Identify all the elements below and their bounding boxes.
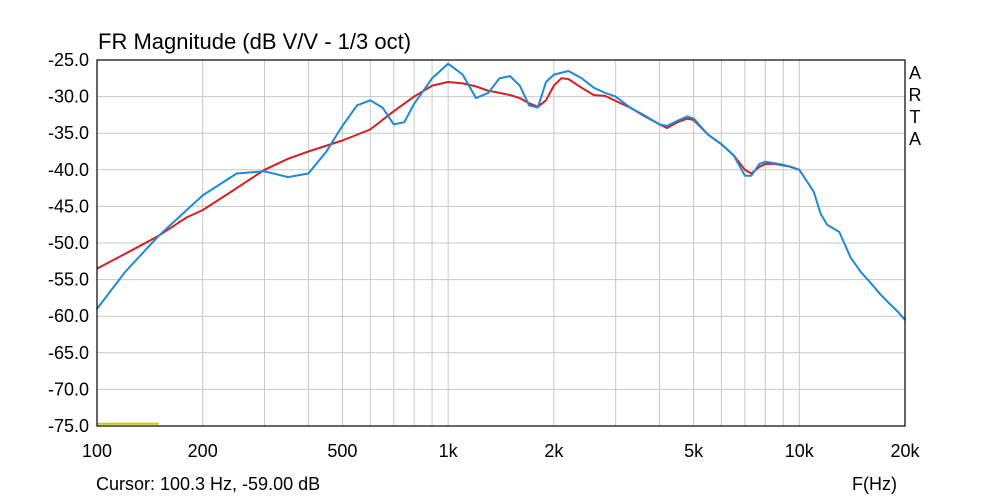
y-tick-label: -45.0 xyxy=(48,196,89,216)
cursor-readout: Cursor: 100.3 Hz, -59.00 dB xyxy=(96,474,320,494)
x-tick-label: 20k xyxy=(890,441,920,461)
x-tick-label: 200 xyxy=(188,441,218,461)
brand-letter: R xyxy=(909,85,922,105)
plot-frame xyxy=(96,59,906,427)
y-tick-label: -70.0 xyxy=(48,379,89,399)
y-axis: -25.0 -30.0 -35.0 -40.0 -45.0 -50.0 -55.0 -60.0… xyxy=(48,50,89,436)
x-axis: 100 200 500 1k 2k 5k 10k 20k xyxy=(82,441,921,461)
y-tick-label: -25.0 xyxy=(48,50,89,70)
grid xyxy=(97,60,905,426)
brand-letter: T xyxy=(910,107,921,127)
y-tick-label: -30.0 xyxy=(48,87,89,107)
y-tick-label: -50.0 xyxy=(48,233,89,253)
x-tick-label: 1k xyxy=(439,441,459,461)
y-tick-label: -40.0 xyxy=(48,160,89,180)
x-axis-label: F(Hz) xyxy=(852,474,897,494)
y-tick-label: -35.0 xyxy=(48,123,89,143)
x-tick-label: 500 xyxy=(327,441,357,461)
x-tick-label: 5k xyxy=(684,441,704,461)
y-tick-label: -65.0 xyxy=(48,343,89,363)
y-tick-label: -75.0 xyxy=(48,416,89,436)
brand-letter: A xyxy=(909,129,921,149)
y-tick-label: -60.0 xyxy=(48,306,89,326)
x-tick-label: 10k xyxy=(785,441,815,461)
x-tick-label: 100 xyxy=(82,441,112,461)
brand-letter: A xyxy=(909,63,921,83)
series-line-blue xyxy=(96,62,906,321)
chart-title: FR Magnitude (dB V/V - 1/3 oct) xyxy=(98,29,411,54)
y-tick-label: -55.0 xyxy=(48,270,89,290)
series-layer xyxy=(96,62,906,321)
x-tick-label: 2k xyxy=(544,441,564,461)
